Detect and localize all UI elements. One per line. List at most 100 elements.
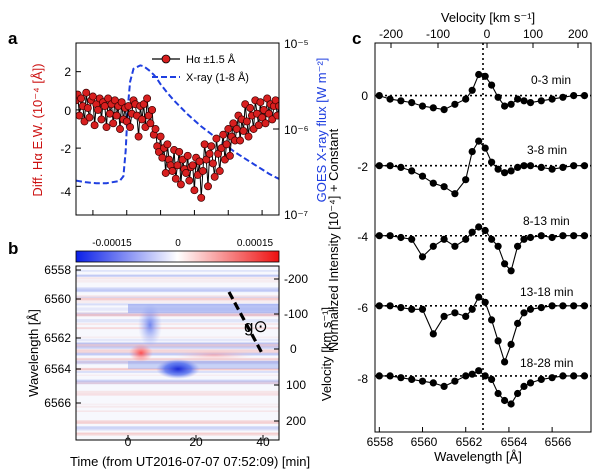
heatmap-stripe xyxy=(76,314,279,317)
heatmap-stripe xyxy=(76,295,279,300)
profile-point xyxy=(468,86,476,94)
profile-point xyxy=(548,165,556,173)
halpha-point xyxy=(76,111,84,120)
tick-wl-6558: 6558 xyxy=(44,263,71,277)
halpha-point xyxy=(258,113,267,122)
profile-point xyxy=(559,372,567,380)
profile-point xyxy=(451,100,459,108)
profile-point xyxy=(429,104,437,112)
profile-point xyxy=(526,233,535,242)
profile-point xyxy=(429,379,437,387)
profile-point xyxy=(408,235,416,243)
halpha-point xyxy=(102,123,111,132)
profile-point xyxy=(475,223,483,231)
gravity-annotation: g⊙ xyxy=(244,317,268,336)
colorbar-tick-zero: 0 xyxy=(175,238,181,249)
profile-point xyxy=(481,226,489,235)
tick-label-left-neg4: -4 xyxy=(60,185,71,199)
profile-point xyxy=(559,232,567,240)
profile-point xyxy=(494,242,502,250)
heatmap-stripe xyxy=(76,345,279,350)
profile-point xyxy=(537,97,545,105)
halpha-point xyxy=(124,102,133,111)
heatmap-blueshift-band xyxy=(128,304,279,313)
profile-point xyxy=(462,372,470,380)
colorbar-ticks: -0.00015 0 0.00015 xyxy=(92,238,273,249)
panel-c-profile-labels: 0-3 min 3-8 min 8-13 min 13-18 min 18-28… xyxy=(520,73,573,370)
halpha-point xyxy=(214,149,223,158)
heatmap-stripe xyxy=(76,381,279,384)
profile-point xyxy=(507,400,515,408)
heatmap-image xyxy=(76,266,279,440)
panel-c-letter: c xyxy=(352,29,361,48)
profile-point xyxy=(462,95,470,103)
profile-point xyxy=(514,163,522,171)
profile-point xyxy=(397,97,405,105)
halpha-point xyxy=(116,125,124,133)
heatmap-stripe xyxy=(76,298,279,301)
profile-point xyxy=(514,242,522,250)
heatmap-stripe xyxy=(76,421,279,424)
halpha-point xyxy=(207,142,216,151)
panel-a-xray-series xyxy=(76,64,279,185)
colorbar xyxy=(75,250,280,263)
heatmap-stripe xyxy=(76,288,279,291)
halpha-point xyxy=(205,149,214,158)
halpha-point xyxy=(175,147,184,156)
heatmap-stripe xyxy=(76,390,279,394)
halpha-point xyxy=(182,169,190,177)
heatmap-stripe xyxy=(76,380,279,382)
profile-point xyxy=(429,179,437,187)
colorbar-tick-max: 0.00015 xyxy=(237,238,274,249)
panel-b-letter: b xyxy=(8,239,18,258)
profile-point xyxy=(537,304,545,312)
heatmap-stripe xyxy=(76,342,279,345)
halpha-point xyxy=(204,182,212,191)
tick-c-wl-6566: 6566 xyxy=(545,435,572,449)
colorbar-tick-min: -0.00015 xyxy=(92,238,132,249)
profile-point xyxy=(418,253,427,261)
halpha-point xyxy=(212,134,221,143)
heatmap-stripe xyxy=(76,382,279,385)
profile-point xyxy=(488,316,496,324)
halpha-point xyxy=(224,125,233,133)
heatmap-stripe xyxy=(76,275,279,277)
profile-point xyxy=(418,305,427,313)
profile-point xyxy=(537,163,545,171)
halpha-point xyxy=(209,159,217,168)
profile-point xyxy=(507,167,515,175)
profile-point xyxy=(520,162,528,170)
heatmap-red-blob xyxy=(129,344,153,362)
tick-c-y-neg4: -4 xyxy=(357,230,368,244)
profile-point xyxy=(451,242,459,250)
halpha-point xyxy=(146,119,155,128)
heatmap-stripe xyxy=(76,433,279,436)
profile-point xyxy=(440,235,448,243)
legend-halpha-marker xyxy=(161,54,171,64)
profile-point xyxy=(559,163,567,171)
halpha-point xyxy=(82,88,91,97)
heatmap-stripe xyxy=(76,380,279,385)
profile-point xyxy=(481,372,489,380)
heatmap-stripe xyxy=(76,427,279,431)
halpha-point xyxy=(200,140,209,149)
heatmap-stripe xyxy=(76,351,279,354)
heatmap-stripe xyxy=(76,323,279,325)
heatmap-stripe xyxy=(76,300,279,304)
profile-point xyxy=(580,232,589,240)
panel-c-y-ticks: 0 -2 -4 -6 -8 xyxy=(357,89,368,386)
profile-point xyxy=(408,375,416,383)
profile-point xyxy=(451,190,459,198)
profile-point xyxy=(418,102,427,110)
legend-xray-label: X-ray (1-8 Å) xyxy=(186,71,249,84)
profile-point xyxy=(537,232,545,240)
tick-c-vel-neg200: -200 xyxy=(379,27,403,41)
profile-point xyxy=(468,148,476,156)
profile-point xyxy=(559,93,567,101)
profile-point xyxy=(526,162,535,170)
profile-point xyxy=(514,95,522,103)
halpha-point xyxy=(173,161,182,170)
profile-point xyxy=(475,137,483,145)
profile-label-18-28: 18-28 min xyxy=(520,356,573,370)
profile-point xyxy=(397,233,405,242)
